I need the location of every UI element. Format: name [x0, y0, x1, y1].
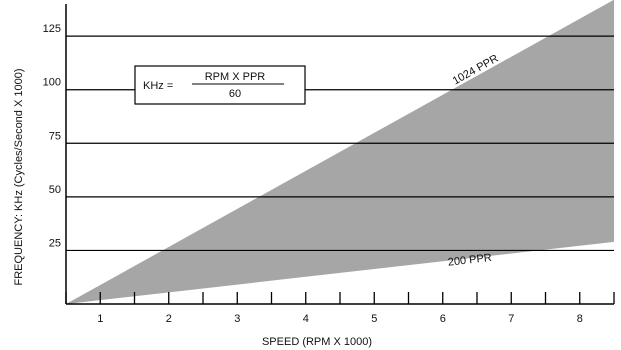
- y-tick-label-75: 75: [49, 130, 61, 142]
- x-tick-label-8: 8: [577, 313, 583, 325]
- x-tick-label-5: 5: [371, 313, 377, 325]
- x-tick-label-6: 6: [440, 313, 446, 325]
- formula-box: KHz = RPM X PPR 60: [134, 65, 306, 105]
- y-tick-label-100: 100: [43, 77, 61, 89]
- label-200-ppr: 200 PPR: [447, 252, 492, 269]
- formula-lhs: KHz =: [143, 80, 173, 92]
- x-tick-label-1: 1: [97, 313, 103, 325]
- x-axis-ticks: 1 2 3 4 5 6 7 8: [65, 292, 615, 325]
- y-axis-title: FREQUENCY: KHz (Cycles/Second X 1000): [13, 68, 25, 285]
- y-tick-label-125: 125: [43, 23, 61, 35]
- ppr-range-band: [66, 0, 614, 304]
- x-tick-label-4: 4: [303, 313, 309, 325]
- y-tick-label-50: 50: [49, 184, 61, 196]
- y-axis-ticks: 25 50 75 100 125: [43, 23, 61, 249]
- formula-denominator: 60: [229, 88, 241, 100]
- x-axis-title: SPEED (RPM X 1000): [262, 336, 372, 348]
- formula-numerator: RPM X PPR: [205, 71, 266, 83]
- x-tick-label-7: 7: [508, 313, 514, 325]
- y-tick-label-25: 25: [49, 237, 61, 249]
- x-tick-label-2: 2: [166, 313, 172, 325]
- x-tick-label-3: 3: [234, 313, 240, 325]
